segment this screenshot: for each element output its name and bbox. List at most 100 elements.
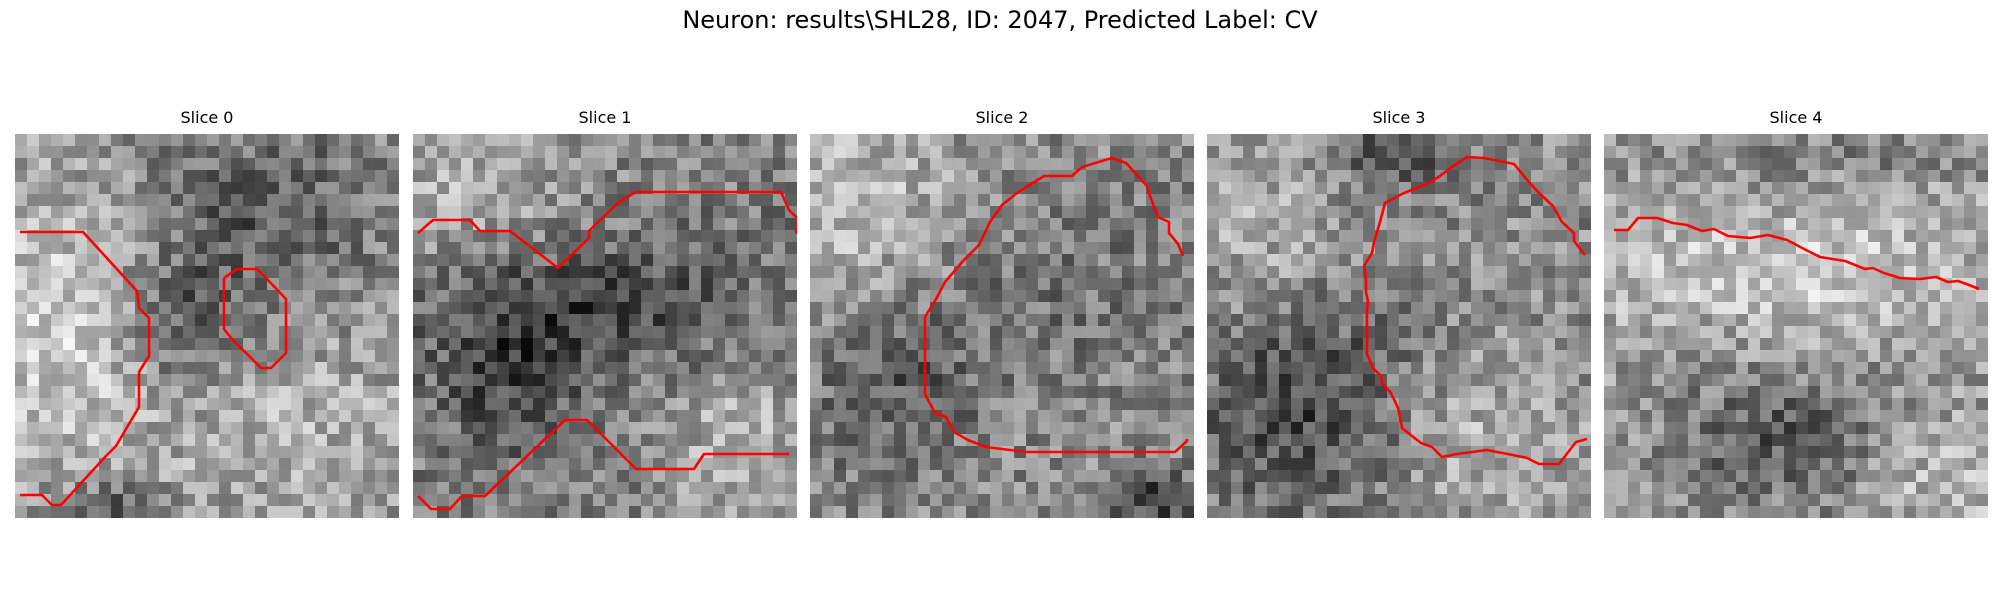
image-pixel	[1243, 494, 1256, 507]
image-pixel	[834, 434, 847, 447]
image-pixel	[135, 410, 148, 423]
image-pixel	[195, 338, 208, 351]
image-pixel	[521, 230, 534, 243]
image-pixel	[1832, 146, 1845, 159]
image-pixel	[1712, 422, 1725, 435]
image-pixel	[533, 302, 546, 315]
image-pixel	[1182, 242, 1194, 255]
image-pixel	[473, 506, 486, 518]
image-pixel	[159, 230, 172, 243]
image-pixel	[1170, 434, 1183, 447]
image-pixel	[1231, 158, 1244, 171]
image-pixel	[387, 278, 399, 291]
image-pixel	[1724, 386, 1737, 399]
image-pixel	[1026, 326, 1039, 339]
image-pixel	[1664, 206, 1677, 219]
image-pixel	[1122, 386, 1135, 399]
image-pixel	[1664, 386, 1677, 399]
image-pixel	[339, 398, 352, 411]
image-pixel	[1399, 266, 1412, 279]
image-pixel	[725, 482, 738, 495]
image-pixel	[461, 254, 474, 267]
image-pixel	[1038, 302, 1051, 315]
image-pixel	[1916, 254, 1929, 267]
image-pixel	[785, 458, 797, 471]
image-pixel	[1423, 266, 1436, 279]
image-pixel	[1640, 386, 1653, 399]
image-pixel	[387, 422, 399, 435]
image-pixel	[1291, 182, 1304, 195]
image-pixel	[521, 182, 534, 195]
image-pixel	[1832, 410, 1845, 423]
image-pixel	[87, 446, 100, 459]
image-pixel	[1255, 146, 1268, 159]
image-pixel	[1700, 350, 1713, 363]
image-pixel	[159, 254, 172, 267]
image-pixel	[243, 506, 256, 518]
image-pixel	[737, 506, 750, 518]
image-pixel	[1471, 134, 1484, 147]
image-pixel	[75, 194, 88, 207]
image-pixel	[27, 410, 40, 423]
image-pixel	[557, 338, 570, 351]
image-pixel	[267, 218, 280, 231]
image-pixel	[689, 278, 702, 291]
image-pixel	[1387, 290, 1400, 303]
image-pixel	[870, 206, 883, 219]
image-pixel	[375, 194, 388, 207]
image-pixel	[665, 254, 678, 267]
image-pixel	[1327, 170, 1340, 183]
image-pixel	[966, 170, 979, 183]
image-pixel	[725, 362, 738, 375]
image-pixel	[1519, 314, 1532, 327]
image-pixel	[315, 242, 328, 255]
image-pixel	[1110, 374, 1123, 387]
image-pixel	[1748, 182, 1761, 195]
image-pixel	[339, 134, 352, 147]
image-pixel	[351, 218, 364, 231]
image-pixel	[557, 362, 570, 375]
image-pixel	[846, 482, 859, 495]
image-pixel	[1219, 134, 1232, 147]
image-pixel	[183, 194, 196, 207]
image-pixel	[63, 266, 76, 279]
image-pixel	[1038, 134, 1051, 147]
image-pixel	[641, 434, 654, 447]
image-pixel	[1231, 242, 1244, 255]
image-pixel	[231, 410, 244, 423]
image-pixel	[1519, 458, 1532, 471]
image-pixel	[1134, 482, 1147, 495]
image-pixel	[363, 146, 376, 159]
image-pixel	[1940, 374, 1953, 387]
image-pixel	[978, 494, 991, 507]
image-pixel	[1459, 374, 1472, 387]
image-pixel	[1363, 182, 1376, 195]
image-pixel	[303, 290, 316, 303]
image-pixel	[327, 362, 340, 375]
image-pixel	[761, 290, 774, 303]
image-pixel	[1964, 326, 1977, 339]
image-pixel	[1411, 446, 1424, 459]
image-pixel	[1098, 326, 1111, 339]
image-pixel	[437, 194, 450, 207]
image-pixel	[954, 326, 967, 339]
image-pixel	[1327, 302, 1340, 315]
image-pixel	[15, 362, 28, 375]
image-pixel	[473, 242, 486, 255]
image-pixel	[605, 374, 618, 387]
image-pixel	[1339, 326, 1352, 339]
image-pixel	[1255, 350, 1268, 363]
image-pixel	[1327, 230, 1340, 243]
image-pixel	[773, 446, 786, 459]
image-pixel	[1026, 470, 1039, 483]
image-pixel	[183, 374, 196, 387]
image-pixel	[351, 386, 364, 399]
image-pixel	[1351, 374, 1364, 387]
image-pixel	[1062, 338, 1075, 351]
image-pixel	[1664, 230, 1677, 243]
image-pixel	[713, 302, 726, 315]
image-pixel	[315, 422, 328, 435]
image-pixel	[521, 458, 534, 471]
image-pixel	[990, 278, 1003, 291]
image-pixel	[461, 290, 474, 303]
